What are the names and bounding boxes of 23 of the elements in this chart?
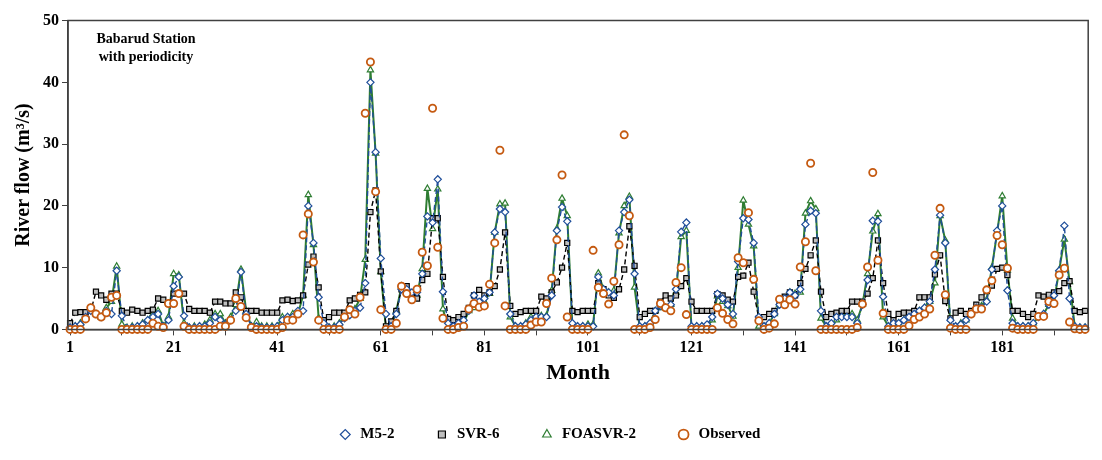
y-tick-label: 40 [43, 72, 59, 90]
y-tick-label: 10 [43, 257, 59, 275]
x-tick-label: 181 [990, 338, 1015, 356]
x-tick-label: 21 [165, 338, 182, 356]
x-tick-label: 41 [269, 338, 286, 356]
x-tick-label: 141 [783, 338, 808, 356]
legend-label: SVR-6 [456, 425, 500, 442]
x-axis-title: Month [546, 359, 610, 385]
legend-label: FOASVR-2 [561, 425, 637, 442]
x-tick-label: 81 [476, 338, 493, 356]
y-tick-label: 30 [43, 134, 59, 152]
y-tick-label: 20 [43, 196, 59, 214]
y-tick-label: 0 [51, 319, 59, 337]
annotation: Babarud Station with periodicity [96, 31, 196, 65]
x-tick-label: 101 [575, 338, 600, 356]
x-tick-label: 121 [679, 338, 704, 356]
x-tick-label: 1 [66, 338, 75, 356]
y-tick-label: 50 [43, 10, 59, 28]
x-tick-label: 161 [886, 338, 911, 356]
x-tick-label: 61 [372, 338, 389, 356]
legend-label: Observed [698, 425, 761, 442]
legend-label: M5-2 [360, 425, 395, 442]
y-axis-title: River flow (m³/s) [11, 103, 35, 247]
